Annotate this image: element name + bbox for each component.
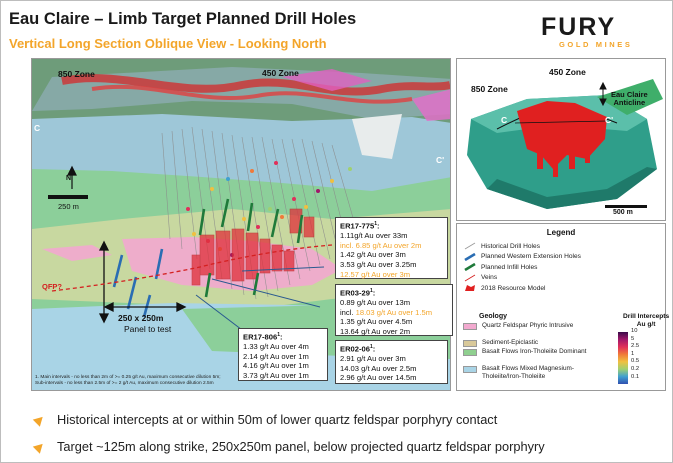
- geology-swatch: [463, 349, 477, 356]
- intercept-line: 0.89 g/t Au over 13m: [340, 298, 411, 308]
- intercept-line: 1.33 g/t Au over 4m: [243, 342, 309, 352]
- section-c-prime-label: C': [436, 155, 445, 165]
- intercept-line: 3.73 g/t Au over 1m: [243, 370, 309, 380]
- page-subtitle: Vertical Long Section Oblique View - Loo…: [9, 36, 327, 51]
- scale-tick-label: 0.1: [631, 373, 640, 380]
- legend-title: Legend: [546, 228, 576, 237]
- line-symbol-icon: [463, 274, 477, 282]
- intercept-line: 1.11g/t Au over 33m: [340, 231, 408, 241]
- panel-test-label: Panel to test: [124, 324, 172, 334]
- intercept-line: 1.42 g/t Au over 3m: [340, 250, 406, 260]
- bullet-arrow-icon: [32, 439, 47, 454]
- geology-item: Basalt Flows Iron-Tholeiite Dominant: [463, 348, 613, 356]
- inset-scale-label: 500 m: [613, 209, 633, 216]
- geology-swatch: [463, 323, 477, 330]
- hole-id: ER02-061:: [340, 344, 376, 354]
- panel-size-label: 250 x 250m: [118, 313, 164, 323]
- legend-item: Planned Western Extension Holes: [463, 252, 581, 261]
- hole-id: ER17-8061:: [243, 332, 283, 342]
- geology-item: Quartz Feldspar Phyric Intrusive: [463, 322, 613, 330]
- intercept-box-er03-29: ER03-291: 0.89 g/t Au over 13m incl. 18.…: [335, 284, 453, 336]
- inset-c-prime-label: C': [605, 115, 614, 125]
- intercept-line: 14.03 g/t Au over 2.5m: [340, 363, 417, 373]
- intercept-lines: 2.91 g/t Au over 3m 14.03 g/t Au over 2.5…: [340, 354, 443, 383]
- scale-tick-label: 0.5: [631, 358, 640, 365]
- hole-id: ER03-291:: [340, 288, 376, 298]
- intercept-lines: 1.33 g/t Au over 4m 2.14 g/t Au over 1m 4.…: [243, 342, 323, 380]
- page-title: Eau Claire – Limb Target Planned Drill H…: [9, 10, 357, 28]
- bullet-arrow-icon: [32, 412, 47, 427]
- qfp-label: QFP?: [42, 282, 62, 291]
- geology-swatch: [463, 340, 477, 347]
- zone-450-label: 450 Zone: [262, 68, 299, 78]
- logo-wordmark: FURY: [541, 13, 617, 41]
- geology-item: Basalt Flows Mixed Magnesium-Tholeiite/I…: [463, 365, 613, 381]
- legend-item: Historical Drill Holes: [463, 242, 540, 250]
- scale-tick-label: 5: [631, 335, 635, 342]
- inset-anticline-label: Eau Claire Anticline: [611, 90, 648, 107]
- scale-tick-label: 0.2: [631, 366, 640, 372]
- resource-model-icon: [463, 284, 477, 292]
- legend-item: Planned Infill Holes: [463, 262, 537, 272]
- line-symbol-icon: [463, 262, 477, 272]
- line-symbol-icon: [463, 252, 477, 261]
- intercept-box-er17-775: ER17-7751: 1.11g/t Au over 33m incl. 6.85…: [335, 217, 448, 279]
- intercept-scale-title: Drill Intercepts Au g/t: [623, 313, 670, 328]
- bullet-1: Historical intercepts at or within 50m o…: [32, 412, 497, 427]
- inset-drawing: [467, 79, 663, 209]
- geology-item: Sediment-Epiclastic: [463, 339, 613, 347]
- scale-tick-label: 10: [631, 328, 638, 334]
- logo-tagline: GOLD MINES: [559, 40, 633, 49]
- legend-item: Veins: [463, 274, 497, 282]
- bullet-2: Target ~125m along strike, 250x250m pane…: [32, 439, 545, 454]
- legend-item: 2018 Resource Model: [463, 284, 546, 292]
- intercept-line: 13.64 g/t Au over 2m: [340, 326, 411, 336]
- intercept-line: 1.35 g/t Au over 4.5m: [340, 317, 413, 327]
- intercept-line: incl. 18.03 g/t Au over 1.5m: [340, 307, 433, 317]
- intercept-line: 2.91 g/t Au over 3m: [340, 354, 406, 364]
- inset-3d-figure: 450 Zone 850 Zone Eau Claire Anticline C …: [456, 58, 666, 221]
- inset-c-label: C: [501, 115, 508, 125]
- scale-tick-label: 1: [631, 350, 635, 357]
- intercept-line: 2.14 g/t Au over 1m: [243, 351, 309, 361]
- legend-panel: Legend Historical Drill Holes Planned Wes…: [456, 223, 670, 391]
- intercept-color-scale: [618, 332, 628, 384]
- intercept-line: 4.16 g/t Au over 1m: [243, 361, 309, 371]
- intercept-line: 12.57 g/t Au over 3m: [340, 269, 411, 279]
- scale-tick-label: 2.5: [631, 343, 640, 350]
- hole-id: ER17-7751:: [340, 221, 380, 231]
- geology-swatch: [463, 366, 477, 373]
- intercept-line: incl. 6.85 g/t Au over 2m: [340, 240, 422, 250]
- inset-zone-450-label: 450 Zone: [549, 67, 586, 77]
- footnote: 1. Main intervals - no less than 2m of >…: [35, 375, 221, 386]
- company-logo: FURY GOLD MINES: [541, 14, 659, 54]
- intercept-box-er17-806: ER17-8061: 1.33 g/t Au over 4m 2.14 g/t A…: [238, 328, 328, 381]
- intercept-box-er02-06: ER02-061: 2.91 g/t Au over 3m 14.03 g/t A…: [335, 340, 448, 384]
- geology-title: Geology: [479, 313, 508, 320]
- intercept-line: 3.53 g/t Au over 3.25m: [340, 259, 417, 269]
- scale-bar-label: 250 m: [58, 202, 79, 211]
- north-arrow-label: N: [66, 175, 72, 182]
- zone-850-label: 850 Zone: [58, 69, 95, 79]
- section-c-label: C: [34, 123, 41, 133]
- line-symbol-icon: [463, 242, 477, 250]
- intercept-line: 2.96 g/t Au over 14.5m: [340, 373, 417, 383]
- intercept-lines: 1.11g/t Au over 33m incl. 6.85 g/t Au ove…: [340, 231, 443, 279]
- inset-zone-850-label: 850 Zone: [471, 84, 508, 94]
